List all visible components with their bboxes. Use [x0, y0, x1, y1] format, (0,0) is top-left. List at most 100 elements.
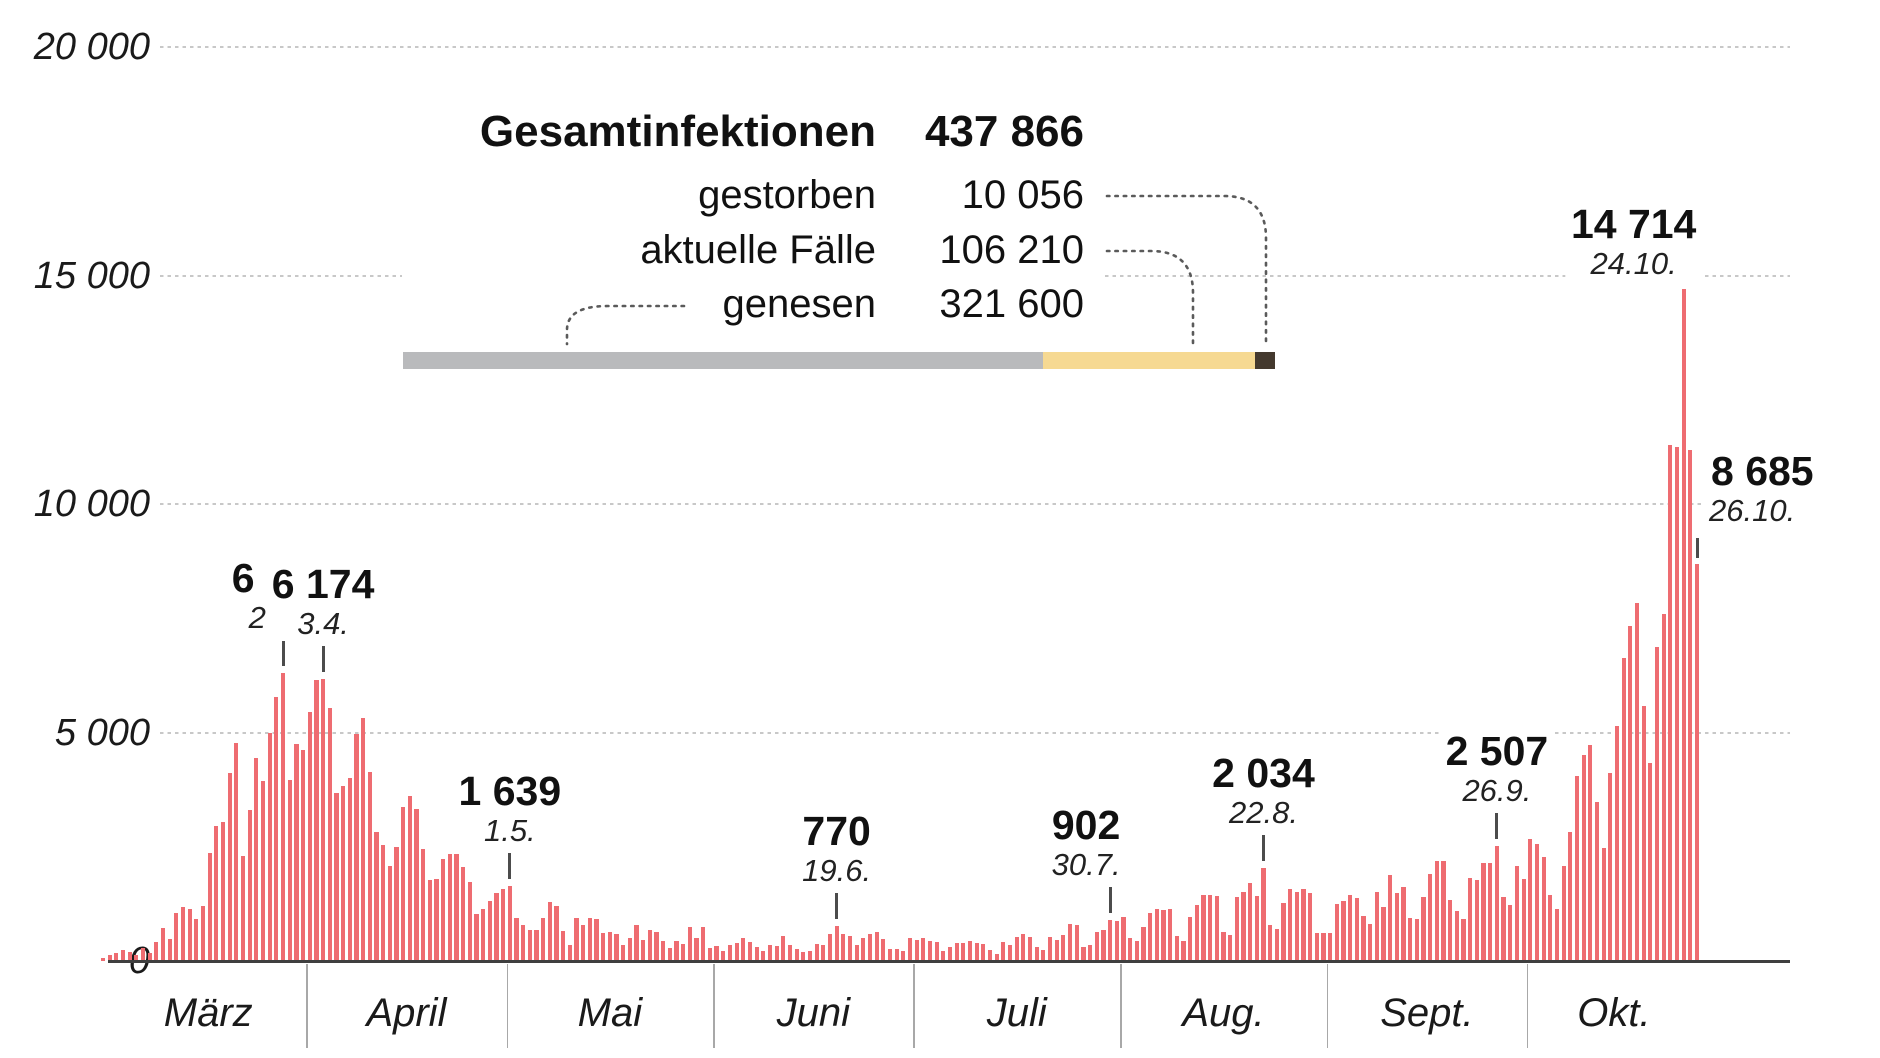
- daily-bar: [941, 950, 946, 961]
- annotation-value: 6 174: [265, 560, 381, 607]
- daily-bar: [774, 946, 779, 961]
- daily-bar: [1554, 908, 1560, 961]
- daily-bar: [727, 945, 733, 961]
- daily-bar: [234, 743, 239, 961]
- daily-bar: [367, 772, 372, 961]
- annotation-26.10.: 8 685 26.10.: [1705, 448, 1820, 529]
- daily-bar: [1588, 745, 1593, 961]
- annotation-22.8.: 2 034 22.8.: [1206, 750, 1321, 831]
- daily-bar: [127, 952, 132, 961]
- daily-bar: [1007, 944, 1013, 961]
- daily-bar: [554, 905, 559, 961]
- daily-bar: [1161, 909, 1166, 961]
- month-label-April: April: [366, 991, 447, 1035]
- daily-bar: [1594, 801, 1600, 961]
- daily-bar: [701, 927, 706, 961]
- daily-bar: [787, 945, 793, 961]
- daily-bar: [254, 758, 259, 961]
- daily-bar: [654, 931, 659, 961]
- y-tick-label-5000: 5 000: [54, 711, 150, 754]
- daily-bar: [1328, 933, 1333, 961]
- daily-bar: [834, 925, 839, 961]
- daily-bar: [861, 938, 866, 961]
- daily-bar: [1468, 877, 1473, 961]
- month-separator-März: [306, 964, 308, 1048]
- daily-bar: [134, 955, 139, 961]
- month-separator-Aug.: [1326, 964, 1329, 1048]
- daily-bar: [1388, 874, 1393, 961]
- daily-bar: [514, 917, 519, 961]
- daily-bar: [114, 952, 119, 961]
- daily-bar: [1548, 894, 1553, 961]
- daily-bar: [754, 947, 759, 961]
- month-separator-April: [506, 964, 508, 1048]
- daily-bar: [907, 938, 913, 961]
- annotation-value: 2 034: [1206, 750, 1321, 797]
- daily-bar: [1021, 934, 1026, 961]
- daily-bar: [1188, 916, 1193, 961]
- daily-bar: [1334, 903, 1339, 961]
- gridline-5000: [160, 731, 1790, 734]
- daily-bar: [1441, 861, 1446, 961]
- month-separator-Juli: [1120, 964, 1122, 1048]
- daily-bar: [274, 696, 279, 961]
- x-axis-line: [108, 960, 1790, 963]
- daily-bar: [534, 929, 539, 961]
- totals-stacked-bar: [403, 352, 1275, 369]
- daily-bar: [1148, 913, 1153, 961]
- daily-bar: [1568, 831, 1573, 961]
- daily-bar: [1521, 878, 1526, 961]
- daily-bar: [801, 952, 806, 961]
- daily-bar: [1281, 902, 1286, 961]
- daily-bar: [1681, 288, 1686, 961]
- daily-bar: [361, 717, 366, 961]
- daily-bar: [414, 808, 419, 961]
- daily-bar: [314, 679, 319, 961]
- daily-bar: [1174, 935, 1179, 961]
- daily-bar: [1087, 945, 1093, 961]
- daily-bar: [1561, 865, 1566, 961]
- daily-bar: [1694, 564, 1700, 961]
- daily-bar: [307, 711, 312, 961]
- month-label-Juni: Juni: [776, 991, 850, 1035]
- daily-bar: [1401, 886, 1406, 961]
- daily-bar: [1648, 763, 1653, 961]
- daily-bar: [1421, 896, 1426, 961]
- summary-legend: Gesamtinfektionen 437 866 gestorben 10 0…: [402, 98, 1102, 340]
- month-label-Aug.: Aug.: [1182, 991, 1265, 1035]
- daily-bar: [1574, 775, 1580, 961]
- daily-bar: [1027, 936, 1033, 961]
- daily-bar: [427, 879, 432, 961]
- daily-bar: [1534, 843, 1540, 961]
- daily-bar: [267, 732, 272, 961]
- annotation-1.5.: 1 639 1.5.: [452, 768, 568, 849]
- daily-bar: [1614, 726, 1620, 961]
- daily-bar: [1107, 919, 1113, 961]
- annotation-value: 2 507: [1439, 728, 1555, 775]
- annotation-date: 22.8.: [1206, 796, 1321, 831]
- daily-bar: [220, 821, 226, 961]
- daily-bar: [1141, 927, 1146, 961]
- annotation-26.9.: 2 507 26.9.: [1439, 728, 1555, 809]
- daily-bar: [1508, 905, 1513, 961]
- annotation-tick-1.5.: [508, 853, 512, 880]
- daily-bar: [1067, 923, 1073, 961]
- daily-bar: [1208, 894, 1213, 961]
- daily-bar: [547, 902, 552, 961]
- daily-bar: [494, 893, 499, 961]
- daily-bar: [974, 942, 979, 961]
- daily-bar: [1168, 908, 1173, 961]
- daily-bar: [401, 806, 406, 961]
- daily-bar: [341, 785, 346, 961]
- daily-bar: [714, 945, 719, 961]
- daily-bar: [1314, 933, 1319, 961]
- daily-bar: [1354, 898, 1359, 961]
- daily-bar: [187, 908, 192, 961]
- daily-bar: [621, 945, 626, 961]
- daily-bar: [1241, 891, 1246, 961]
- daily-bar: [334, 792, 339, 961]
- daily-bar: [347, 778, 352, 961]
- daily-bar: [947, 946, 953, 961]
- daily-bar: [1047, 937, 1053, 961]
- daily-bar: [934, 941, 939, 961]
